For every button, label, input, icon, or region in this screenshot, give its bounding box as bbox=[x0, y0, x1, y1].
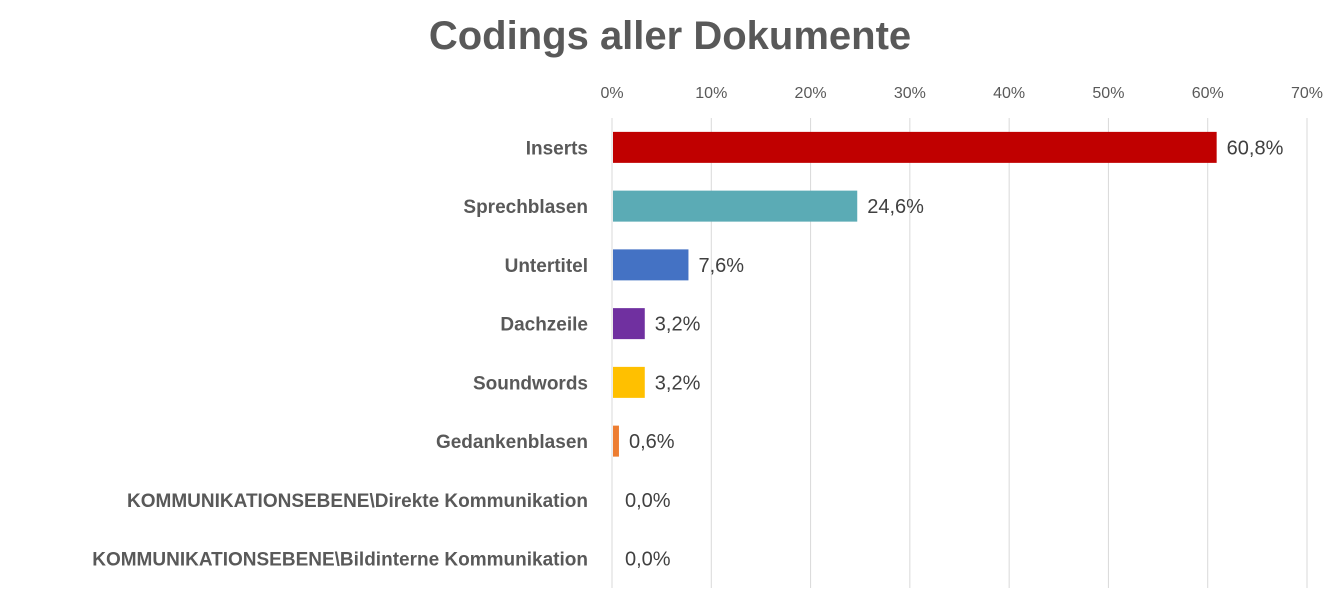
bar bbox=[613, 425, 619, 457]
data-label: 24,6% bbox=[867, 196, 924, 218]
data-label: 3,2% bbox=[655, 372, 701, 394]
x-tick-label: 20% bbox=[795, 85, 827, 102]
category-label: Dachzeile bbox=[500, 315, 588, 336]
data-label: 7,6% bbox=[698, 255, 744, 277]
x-tick-label: 30% bbox=[894, 85, 926, 102]
data-labels: 60,8% 24,6% 7,6% 3,2% 3,2% 0,6% 0,0% 0,0% bbox=[625, 137, 1284, 570]
category-label: Inserts bbox=[526, 138, 588, 159]
x-tick-label: 10% bbox=[695, 85, 727, 102]
data-label: 0,0% bbox=[625, 490, 671, 512]
gridlines bbox=[611, 118, 1308, 588]
data-label: 0,0% bbox=[625, 549, 671, 571]
data-label: 60,8% bbox=[1227, 137, 1284, 159]
x-tick-label: 60% bbox=[1192, 85, 1224, 102]
category-label: Sprechblasen bbox=[463, 197, 588, 218]
data-label: 0,6% bbox=[629, 431, 675, 453]
data-label: 3,2% bbox=[655, 314, 701, 336]
category-label: KOMMUNIKATIONSEBENE\Bildinterne Kommunik… bbox=[92, 550, 588, 571]
x-axis-ticks: 0% 10% 20% 30% 40% 50% 60% 70% bbox=[600, 85, 1323, 102]
x-tick-label: 50% bbox=[1092, 85, 1124, 102]
category-label: Untertitel bbox=[505, 256, 588, 277]
bar bbox=[613, 366, 645, 398]
bar bbox=[613, 249, 689, 281]
x-tick-label: 0% bbox=[600, 85, 623, 102]
bars bbox=[613, 131, 1217, 457]
bar bbox=[613, 308, 645, 340]
x-tick-label: 40% bbox=[993, 85, 1025, 102]
category-labels: Inserts Sprechblasen Untertitel Dachzeile So… bbox=[92, 138, 588, 570]
category-label: Gedankenblasen bbox=[436, 432, 588, 453]
category-label: Soundwords bbox=[473, 373, 588, 394]
bar bbox=[613, 190, 858, 222]
chart-title: Codings aller Dokumente bbox=[428, 14, 912, 58]
bar bbox=[613, 131, 1217, 163]
category-label: KOMMUNIKATIONSEBENE\Direkte Kommunikatio… bbox=[127, 491, 588, 512]
x-tick-label: 70% bbox=[1291, 85, 1323, 102]
